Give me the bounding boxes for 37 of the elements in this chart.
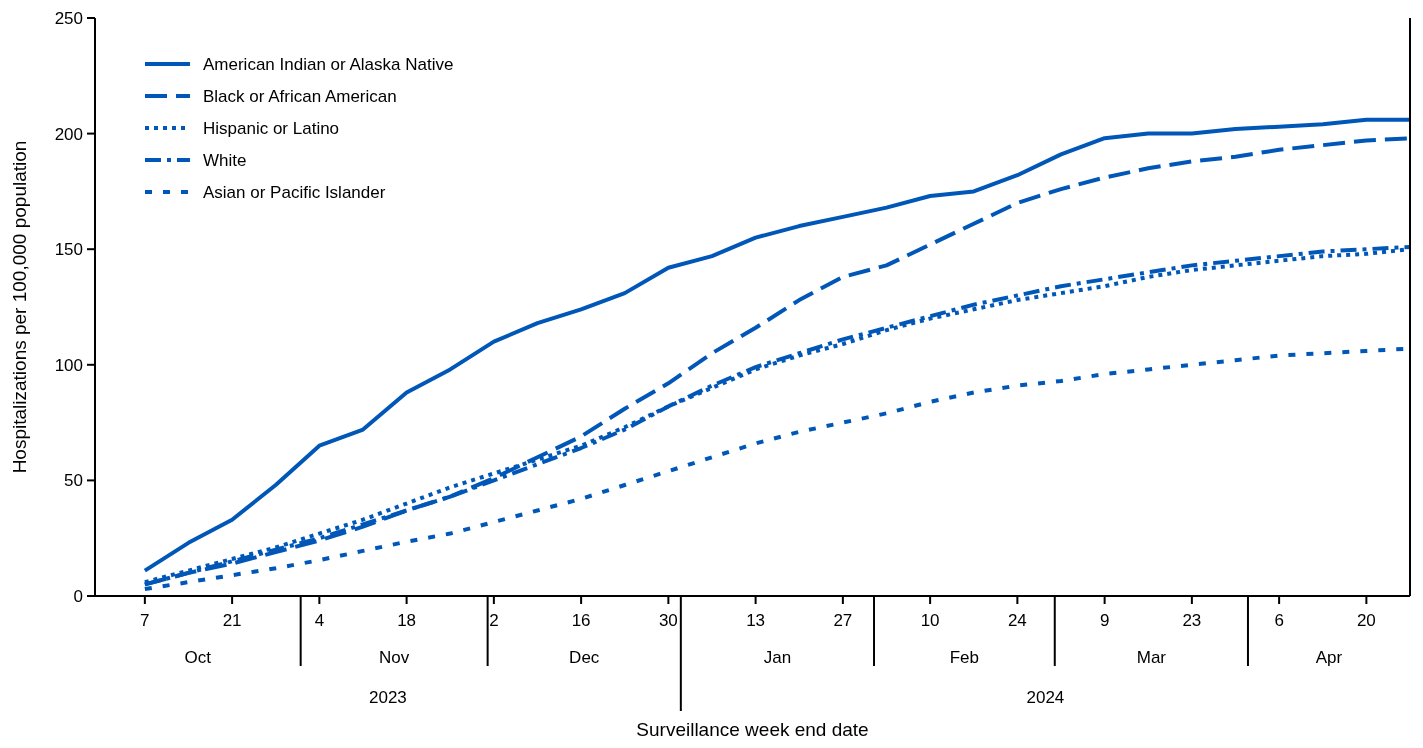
text: Apr — [1315, 648, 1343, 667]
y-axis-title: Hospitalizations per 100,000 population — [9, 140, 30, 474]
x-tick-label: 10 — [920, 611, 940, 630]
x-tick-label: 24 — [1007, 611, 1027, 630]
y-tick-label: 0 — [73, 586, 83, 606]
text: Nov — [379, 648, 410, 667]
x-tick-label: 23 — [1182, 611, 1202, 630]
x-tick-label: 13 — [746, 611, 766, 630]
text: 2023 — [369, 688, 407, 707]
text: 2024 — [1026, 688, 1065, 707]
x-tick-label: 6 — [1274, 611, 1284, 630]
text: Jan — [763, 648, 792, 667]
x-tick-label: 2 — [489, 611, 499, 630]
x-tick-label: 30 — [658, 611, 678, 630]
legend-label: American Indian or Alaska Native — [203, 54, 454, 74]
y-tick-label: 200 — [54, 124, 83, 144]
x-tick-label: 9 — [1099, 611, 1110, 630]
text: Oct — [184, 648, 212, 667]
text: Mar — [1136, 648, 1167, 667]
x-tick-label: 16 — [571, 611, 591, 630]
y-tick-label: 100 — [54, 355, 83, 375]
y-tick-label: 150 — [54, 240, 83, 260]
text: Dec — [569, 648, 600, 667]
x-tick-label: 20 — [1356, 611, 1376, 630]
x-tick-label: 27 — [833, 611, 853, 630]
legend-label: Hispanic or Latino — [203, 118, 340, 138]
x-axis-title: Surveillance week end date — [636, 719, 869, 740]
x-tick-label: 18 — [397, 611, 417, 630]
legend-label: Black or African American — [203, 86, 397, 106]
x-tick-label: 7 — [140, 611, 150, 630]
legend-label: White — [203, 150, 247, 170]
legend-label: Asian or Pacific Islander — [203, 182, 386, 202]
y-tick-label: 250 — [54, 8, 83, 28]
x-tick-label: 4 — [314, 611, 325, 630]
text: Feb — [949, 648, 980, 667]
y-tick-label: 50 — [64, 471, 83, 491]
x-tick-label: 21 — [222, 611, 242, 630]
